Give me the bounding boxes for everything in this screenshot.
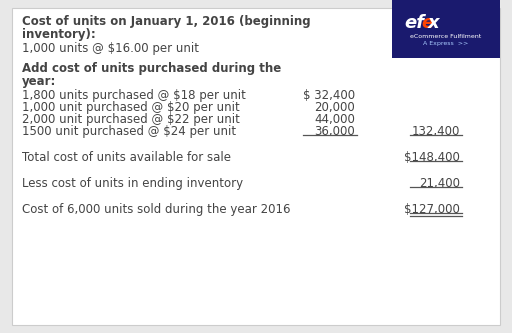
Text: 1,000 unit purchased @ $20 per unit: 1,000 unit purchased @ $20 per unit — [22, 101, 240, 114]
Text: Add cost of units purchased during the: Add cost of units purchased during the — [22, 62, 281, 75]
Text: 44,000: 44,000 — [314, 113, 355, 126]
Text: $148,400: $148,400 — [404, 151, 460, 164]
Text: 132,400: 132,400 — [412, 125, 460, 138]
Text: ef: ef — [404, 14, 424, 32]
FancyBboxPatch shape — [12, 8, 500, 325]
Text: 1,800 units purchased @ $18 per unit: 1,800 units purchased @ $18 per unit — [22, 89, 246, 102]
Text: A Express  >>: A Express >> — [423, 42, 468, 47]
Text: 36,000: 36,000 — [314, 125, 355, 138]
Text: 1500 unit purchased @ $24 per unit: 1500 unit purchased @ $24 per unit — [22, 125, 236, 138]
Text: 20,000: 20,000 — [314, 101, 355, 114]
Text: $127,000: $127,000 — [404, 203, 460, 216]
Text: Total cost of units available for sale: Total cost of units available for sale — [22, 151, 231, 164]
Text: 2,000 unit purchased @ $22 per unit: 2,000 unit purchased @ $22 per unit — [22, 113, 240, 126]
Bar — [392, 0, 500, 58]
Text: Cost of 6,000 units sold during the year 2016: Cost of 6,000 units sold during the year… — [22, 203, 290, 216]
Text: 21,400: 21,400 — [419, 177, 460, 190]
Text: Cost of units on January 1, 2016 (beginning: Cost of units on January 1, 2016 (beginn… — [22, 15, 311, 28]
Text: Less cost of units in ending inventory: Less cost of units in ending inventory — [22, 177, 243, 190]
Text: e: e — [421, 14, 433, 32]
Text: 1,000 units @ $16.00 per unit: 1,000 units @ $16.00 per unit — [22, 42, 199, 55]
Text: $ 32,400: $ 32,400 — [303, 89, 355, 102]
Text: x: x — [428, 14, 440, 32]
Text: inventory):: inventory): — [22, 28, 96, 41]
Text: eCommerce Fulfilment: eCommerce Fulfilment — [411, 35, 482, 40]
Text: year:: year: — [22, 75, 56, 88]
Text: $  16,000: $ 16,000 — [404, 42, 460, 55]
